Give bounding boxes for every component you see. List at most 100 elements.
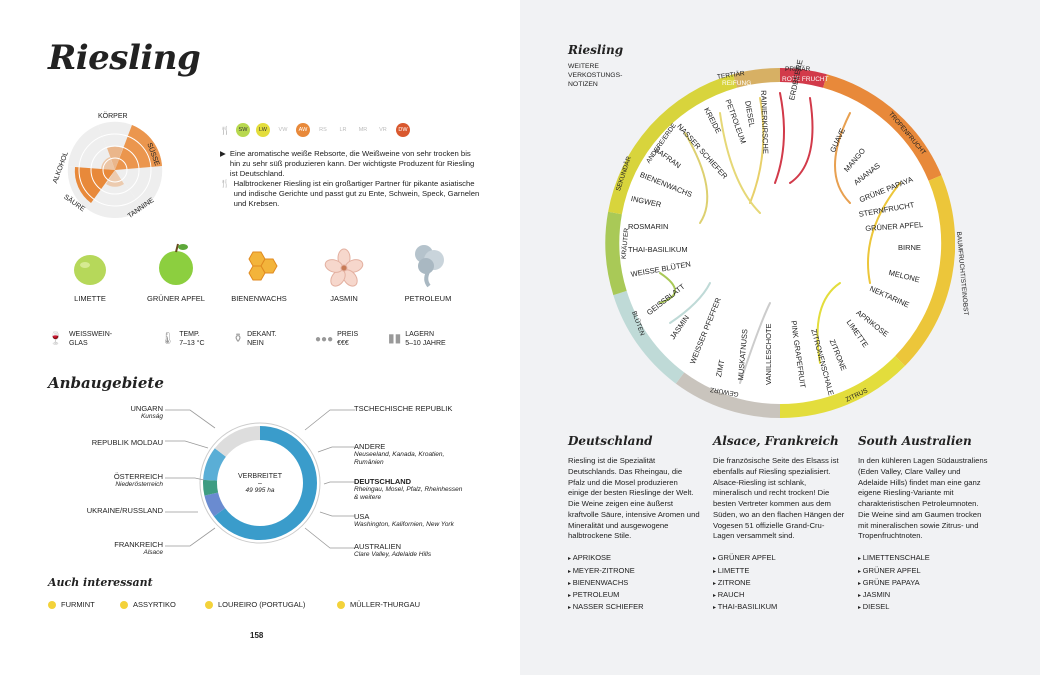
region-name: ÖSTERREICH bbox=[113, 472, 163, 481]
region-col-title: South Australien bbox=[858, 434, 972, 448]
region-col-title: Alsace, Frankreich bbox=[713, 434, 839, 448]
grape-icon bbox=[205, 600, 213, 609]
aroma-label: GRÜNER APFEL bbox=[147, 294, 205, 303]
region-item: AUSTRALIEN Clare Valley, Adelaide Hills bbox=[354, 542, 464, 572]
region-item: UKRAINE/RUSSLAND bbox=[60, 506, 163, 540]
region-item: USA Washington, Kalifornien, New York bbox=[354, 512, 464, 542]
price-value: €€€ bbox=[337, 340, 349, 348]
region-sub: Alsace bbox=[143, 549, 163, 556]
note: BIRNE bbox=[898, 243, 921, 252]
note-item: NASSER SCHIEFER bbox=[568, 601, 700, 613]
region-col-text: In den kühleren Lagen Südaustraliens (Ed… bbox=[858, 456, 988, 541]
coins-icon: ●●● bbox=[315, 333, 334, 345]
note-item: DIESEL bbox=[858, 601, 990, 613]
ring-tropenfrucht bbox=[823, 74, 942, 181]
grape-icon bbox=[337, 600, 345, 609]
note-item: ZITRONE bbox=[713, 577, 845, 589]
region-name: TSCHECHISCHE REPUBLIK bbox=[354, 404, 453, 413]
region-name: DEUTSCHLAND bbox=[354, 477, 412, 486]
food-badge: DW bbox=[395, 123, 410, 137]
lime-icon bbox=[74, 255, 106, 285]
flower-icon bbox=[324, 248, 364, 287]
grape-icon bbox=[48, 600, 56, 609]
aroma-wheel bbox=[605, 68, 955, 418]
interesting-label: LOUREIRO (PORTUGAL) bbox=[218, 600, 306, 609]
description-text: Eine aromatische weiße Rebsorte, die Wei… bbox=[229, 149, 475, 178]
interesting-item: LOUREIRO (PORTUGAL) bbox=[205, 600, 305, 609]
interesting-label: MÜLLER-THURGAU bbox=[350, 600, 421, 609]
note-item: JASMIN bbox=[858, 589, 990, 601]
note: VANILLESCHOTE bbox=[764, 323, 773, 385]
note-item: GRÜNER APFEL bbox=[713, 552, 845, 564]
aroma-limette: LIMETTE bbox=[50, 250, 130, 303]
aroma-label: JASMIN bbox=[330, 294, 358, 303]
aroma-bienenwachs: BIENENWACHS bbox=[219, 248, 299, 303]
region-connectors bbox=[165, 409, 355, 549]
ring-andere bbox=[608, 74, 737, 215]
wine-glass-icon: 🍷 bbox=[48, 331, 63, 346]
region-name: FRANKREICH bbox=[114, 540, 163, 549]
interesting-title: Auch interessant bbox=[48, 576, 153, 589]
note-item: GRÜNE PAPAYA bbox=[858, 577, 990, 589]
food-badge: RS bbox=[319, 127, 327, 133]
apple-icon bbox=[159, 243, 193, 285]
storage-info: ▮▮ LAGERN 5–10 JAHRE bbox=[388, 330, 446, 348]
food-badge: VR bbox=[379, 127, 387, 133]
aroma-gruener-apfel: GRÜNER APFEL bbox=[136, 240, 216, 303]
region-sub: Kunság bbox=[140, 413, 163, 420]
aroma-label: BIENENWACHS bbox=[231, 294, 287, 303]
note-item: APRIKOSE bbox=[568, 552, 700, 564]
storage-label: LAGERN bbox=[405, 331, 435, 338]
region-sub: Clare Valley, Adelaide Hills bbox=[354, 551, 432, 558]
regions-right: TSCHECHISCHE REPUBLIK ANDERE Neuseeland, … bbox=[354, 404, 464, 572]
aroma-jasmin: JASMIN bbox=[304, 248, 384, 303]
interesting-item: ASSYRTIKO bbox=[120, 600, 176, 609]
ring-reifung bbox=[733, 68, 781, 88]
region-item: DEUTSCHLAND Rheingau, Mosel, Pfalz, Rhein… bbox=[354, 477, 464, 512]
left-page: Riesling KÖRPER SÜSSE TANNINE SÄURE ALKO… bbox=[48, 38, 480, 640]
note-item: LIMETTE bbox=[713, 565, 845, 577]
region-sub: Niederösterreich bbox=[115, 481, 163, 488]
note-item: MEYER-ZITRONE bbox=[568, 565, 700, 577]
region-name: REPUBLIK MOLDAU bbox=[91, 438, 163, 447]
region-name: USA bbox=[354, 512, 370, 521]
note: THAI-BASILIKUM bbox=[628, 245, 688, 254]
description: ▶ Eine aromatische weiße Rebsorte, die We… bbox=[220, 149, 480, 209]
region-col-notes: LIMETTENSCHALE GRÜNER APFEL GRÜNE PAPAYA… bbox=[858, 552, 990, 613]
donut-dash: – bbox=[258, 480, 262, 487]
note-item: LIMETTENSCHALE bbox=[858, 552, 990, 564]
price-info: ●●● PREIS €€€ bbox=[315, 330, 358, 348]
ring-rote-frucht bbox=[779, 68, 827, 88]
glass-info: 🍷 WEISSWEIN-GLAS bbox=[48, 330, 129, 348]
page-title: Riesling bbox=[48, 38, 201, 78]
region-col-deutschland: Deutschland Riesling ist die Spezialität… bbox=[568, 434, 700, 614]
taste-profile-chart bbox=[67, 121, 163, 219]
flag-icon: ▶ bbox=[220, 149, 226, 158]
region-item: ÖSTERREICH Niederösterreich bbox=[60, 472, 163, 506]
region-donut bbox=[199, 422, 321, 544]
region-col-notes: APRIKOSE MEYER-ZITRONE BIENENWACHS PETRO… bbox=[568, 552, 700, 613]
note: ROSMARIN bbox=[628, 222, 669, 231]
ring-zitrus bbox=[779, 356, 905, 418]
food-badge: SW bbox=[235, 123, 250, 137]
right-page: Riesling WEITERE VERKOSTUNGS-NOTIZEN bbox=[520, 0, 1040, 675]
region-col-text: Die französische Seite des Elsass ist eb… bbox=[713, 456, 845, 541]
ring-gewuerz bbox=[675, 372, 781, 418]
temp-label: TEMP. bbox=[179, 331, 200, 338]
region-sub: Washington, Kalifornien, New York bbox=[354, 521, 454, 528]
ring-baumfrucht bbox=[894, 175, 955, 366]
seg-reifung: REIFUNG bbox=[722, 80, 752, 87]
region-sub: Neuseeland, Kanada, Kroatien, Rumänien bbox=[354, 451, 445, 466]
page-number: 158 bbox=[250, 631, 264, 640]
temp-value: 7–13 °C bbox=[179, 340, 205, 348]
region-item: FRANKREICH Alsace bbox=[60, 540, 163, 574]
interesting-item: MÜLLER-THURGAU bbox=[337, 600, 420, 609]
food-badge: LR bbox=[339, 127, 347, 133]
region-item: ANDERE Neuseeland, Kanada, Kroatien, Rumä… bbox=[354, 442, 464, 477]
thermometer-icon: 🌡 bbox=[160, 331, 176, 346]
wheel-title: Riesling bbox=[568, 43, 624, 57]
note-item: RAUCH bbox=[713, 589, 845, 601]
note-item: PETROLEUM bbox=[568, 589, 700, 601]
aroma-label: PETROLEUM bbox=[404, 294, 452, 303]
price-label: PREIS bbox=[337, 331, 359, 338]
